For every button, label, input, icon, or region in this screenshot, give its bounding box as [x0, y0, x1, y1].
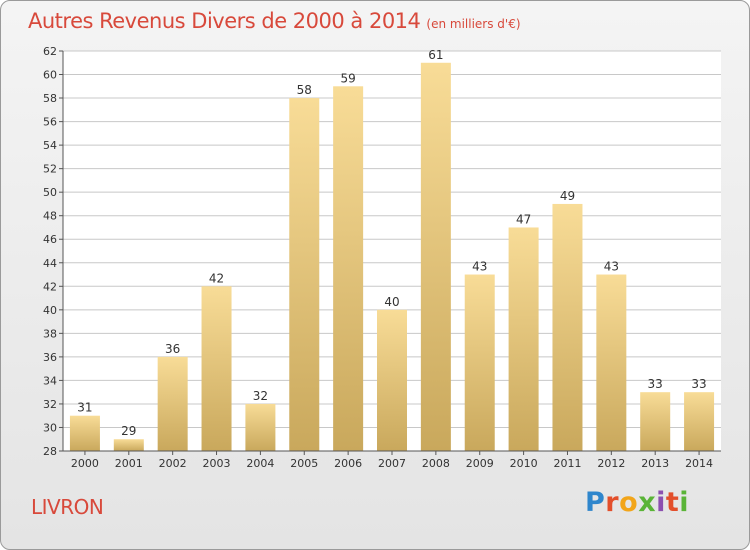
data-label: 47: [516, 212, 531, 226]
data-label: 40: [384, 295, 399, 309]
y-tick-label: 40: [43, 304, 57, 317]
bar: [464, 274, 495, 451]
data-label: 32: [253, 389, 268, 403]
x-tick-label: 2009: [466, 457, 494, 470]
bar: [201, 286, 232, 451]
logo-letter: x: [638, 487, 657, 518]
x-tick-label: 2014: [685, 457, 713, 470]
city-name: LIVRON: [31, 495, 104, 519]
bar: [684, 392, 715, 451]
bar: [508, 227, 539, 451]
y-tick-label: 36: [43, 351, 57, 364]
data-label: 58: [297, 83, 312, 97]
data-label: 43: [472, 260, 487, 274]
y-tick-label: 44: [43, 257, 57, 270]
y-tick-label: 46: [43, 233, 57, 246]
data-label: 33: [691, 377, 706, 391]
y-tick-label: 48: [43, 210, 57, 223]
y-tick-label: 30: [43, 421, 57, 434]
x-tick-label: 2001: [115, 457, 143, 470]
logo-letter: r: [605, 487, 620, 518]
y-tick-label: 62: [43, 45, 57, 58]
data-label: 61: [428, 48, 443, 62]
y-tick-label: 58: [43, 92, 57, 105]
data-label: 31: [77, 401, 92, 415]
logo-letter: i: [656, 487, 666, 518]
x-tick-label: 2002: [159, 457, 187, 470]
data-label: 43: [604, 260, 619, 274]
logo-letter: o: [619, 487, 639, 518]
x-tick-label: 2008: [422, 457, 450, 470]
y-tick-label: 60: [43, 69, 57, 82]
y-tick-label: 38: [43, 327, 57, 340]
bar: [157, 356, 188, 451]
x-tick-label: 2004: [246, 457, 274, 470]
y-tick-label: 28: [43, 445, 57, 458]
data-label: 33: [648, 377, 663, 391]
y-tick-label: 56: [43, 116, 57, 129]
x-tick-label: 2010: [510, 457, 538, 470]
bar: [113, 439, 144, 451]
bar: [289, 98, 320, 451]
bar: [69, 415, 100, 451]
data-label: 42: [209, 271, 224, 285]
y-tick-label: 32: [43, 398, 57, 411]
x-tick-label: 2013: [641, 457, 669, 470]
bar: [640, 392, 671, 451]
chart-title: Autres Revenus Divers de 2000 à 2014 (en …: [28, 9, 521, 33]
y-tick-label: 50: [43, 186, 57, 199]
x-tick-label: 2000: [71, 457, 99, 470]
y-tick-label: 52: [43, 163, 57, 176]
bar: [552, 203, 583, 451]
x-tick-label: 2005: [290, 457, 318, 470]
bar: [596, 274, 627, 451]
y-tick-label: 34: [43, 374, 57, 387]
x-tick-label: 2012: [597, 457, 625, 470]
data-label: 36: [165, 342, 180, 356]
x-tick-label: 2006: [334, 457, 362, 470]
data-label: 49: [560, 189, 575, 203]
x-tick-label: 2003: [203, 457, 231, 470]
chart-title-text: Autres Revenus Divers de 2000 à 2014: [28, 9, 421, 33]
chart-unit: (en milliers d'€): [426, 17, 521, 31]
logo-letter: i: [679, 487, 690, 518]
x-tick-label: 2011: [553, 457, 581, 470]
proxiti-logo: Proxiti: [585, 487, 689, 518]
x-tick-label: 2007: [378, 457, 406, 470]
logo-letter: P: [585, 487, 606, 518]
bar: [420, 62, 451, 451]
logo-letter: t: [665, 487, 680, 518]
bar: [377, 309, 407, 451]
y-tick-label: 54: [43, 139, 57, 152]
y-tick-label: 42: [43, 280, 57, 293]
bar: [245, 403, 276, 451]
bar: [333, 86, 364, 451]
data-label: 59: [340, 71, 355, 85]
data-label: 29: [121, 424, 136, 438]
